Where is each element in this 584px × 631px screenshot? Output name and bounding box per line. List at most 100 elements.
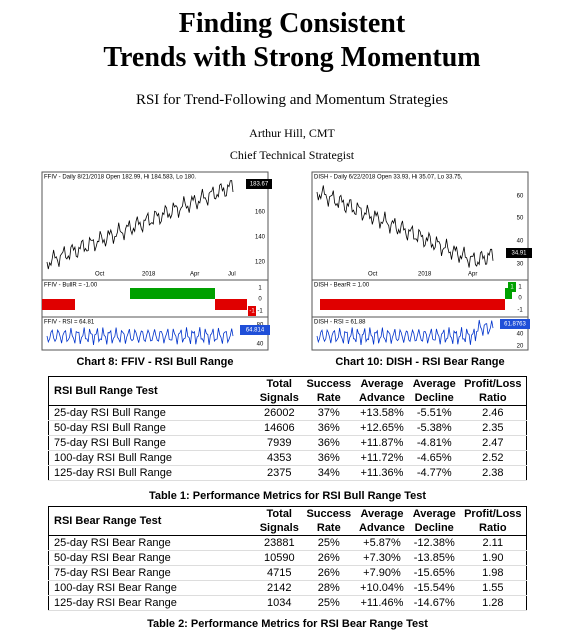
rsi-tag-label: 64.814 (246, 328, 265, 334)
indicator-bar (505, 288, 512, 299)
column-header: Profit/Loss Ratio (459, 376, 527, 406)
table-row: 100-day RSI Bear Range 2142 28% +10.04% -15.… (48, 580, 527, 596)
table-cell: 14606 (256, 420, 303, 436)
header-text: Rate (316, 392, 341, 404)
axis-label: 2018 (142, 272, 156, 278)
axis-label: 40 (257, 342, 264, 348)
chart-frame (311, 171, 529, 351)
header-text: Success (306, 508, 352, 520)
table-cell: +10.04% (355, 580, 409, 596)
table: RSI Bear Range Test Total Signals Success Ra… (48, 506, 527, 611)
header-text: Profit/Loss (464, 508, 522, 520)
table-cell: 1.90 (459, 550, 527, 566)
table-row: 75-day RSI Bear Range 4715 26% +7.90% -15.65… (48, 565, 527, 581)
price-line (316, 185, 494, 268)
header-text: Advance (359, 522, 405, 534)
header-text: Advance (359, 392, 405, 404)
table-cell: 36% (302, 435, 356, 451)
axis-label: Apr (468, 272, 477, 278)
header-row: RSI Bull Range Test Total Signals Success Ra… (48, 376, 527, 406)
column-header: RSI Bull Range Test (48, 376, 256, 406)
column-header: Average Decline (408, 376, 460, 406)
title: Trends with Strong Momentum (103, 42, 481, 73)
table-cell: 34% (302, 465, 356, 481)
indicator-bar (320, 299, 505, 310)
table-cell: 7939 (256, 435, 303, 451)
indicator-bar (130, 288, 215, 299)
table-cell: 1034 (256, 595, 303, 611)
column-header: RSI Bear Range Test (48, 506, 256, 536)
table-row: 100-day RSI Bull Range 4353 36% +11.72% -4.6… (48, 450, 527, 466)
price-line (46, 180, 234, 270)
table-caption: Table 2: Performance Metrics for RSI Bea… (147, 618, 428, 630)
table-cell: +12.65% (355, 420, 409, 436)
chart-label: FFIV - BullR = -1.00 (44, 283, 98, 289)
table-cell: 1.55 (459, 580, 527, 596)
header-text: Signals (259, 522, 299, 534)
axis-label: 120 (255, 260, 266, 266)
table-cell: 26% (302, 550, 356, 566)
indicator-tag-label: -1 (249, 309, 255, 315)
header-text: Success (306, 378, 352, 390)
table-row: 25-day RSI Bear Range 23881 25% +5.87% -12.3… (48, 535, 527, 551)
header-text: Total (266, 378, 292, 390)
price-tag (246, 179, 272, 189)
column-header: Average Advance (355, 376, 409, 406)
table-cell: 2375 (256, 465, 303, 481)
header-text: Signals (259, 392, 299, 404)
table-cell: +11.87% (355, 435, 409, 451)
table-cell: 75-day RSI Bull Range (48, 435, 256, 451)
table-cell: 1.28 (459, 595, 527, 611)
chart-frame (41, 171, 269, 351)
figure-caption: Chart 10: DISH - RSI Bear Range (335, 356, 505, 368)
indicator-tag-label: 1 (510, 285, 514, 291)
axis-label: 1 (258, 286, 262, 292)
header-text: RSI Bear Range Test (54, 515, 162, 527)
table-cell: -5.51% (408, 405, 460, 421)
indicator-bar (42, 299, 75, 310)
price-tag-label: 34.91 (511, 251, 527, 257)
table-cell: 2.38 (459, 465, 527, 481)
subtitle: RSI for Trend-Following and Momentum Str… (135, 92, 449, 108)
column-header: Average Advance (355, 506, 409, 536)
chart-figures: FFIV - Daily 8/21/2018 Open 182.99, Hi 1… (41, 171, 532, 351)
price-tag-label: 183.67 (250, 182, 269, 188)
axis-label: 20 (517, 344, 524, 350)
chart-label: DISH - RSI = 61.88 (314, 320, 366, 326)
header-text: Rate (316, 522, 341, 534)
indicator-tag (248, 306, 256, 316)
axis-label: 30 (517, 262, 524, 268)
table-cell: 125-day RSI Bull Range (48, 465, 256, 481)
table-cell: 1.98 (459, 565, 527, 581)
table-cell: 28% (302, 580, 356, 596)
axis-label: 40 (517, 239, 524, 245)
table-row: 50-day RSI Bear Range 10590 26% +7.30% -13.8… (48, 550, 527, 566)
table-cell: -13.85% (408, 550, 460, 566)
table-cell: 2.52 (459, 450, 527, 466)
table-cell: 25% (302, 535, 356, 551)
axis-label: 2018 (418, 272, 432, 278)
table-cell: +7.90% (355, 565, 409, 581)
header-text: Decline (414, 392, 454, 404)
axis-label: Apr (190, 272, 199, 278)
axis-label: 0 (518, 296, 522, 302)
author: Arthur Hill, CMT (249, 126, 335, 140)
header-text: Decline (414, 522, 454, 534)
header-text: Average (412, 378, 456, 390)
table-cell: -4.81% (408, 435, 460, 451)
axis-label: Oct (368, 272, 378, 278)
table-cell: 2142 (256, 580, 303, 596)
table-cell: +11.72% (355, 450, 409, 466)
table-row: 50-day RSI Bull Range 14606 36% +12.65% -5.3… (48, 420, 527, 436)
table-cell: +11.46% (355, 595, 409, 611)
table-cell: +5.87% (355, 535, 409, 551)
axis-label: 160 (255, 210, 266, 216)
table-cell: -15.65% (408, 565, 460, 581)
table-cell: 10590 (256, 550, 303, 566)
table-cell: 25-day RSI Bull Range (48, 405, 256, 421)
table-cell: +11.36% (355, 465, 409, 481)
table-cell: -15.54% (408, 580, 460, 596)
column-header: Total Signals (256, 376, 303, 406)
table-row: 125-day RSI Bull Range 2375 34% +11.36% -4.7… (48, 465, 527, 481)
table-row: 75-day RSI Bull Range 7939 36% +11.87% -4.81… (48, 435, 527, 451)
